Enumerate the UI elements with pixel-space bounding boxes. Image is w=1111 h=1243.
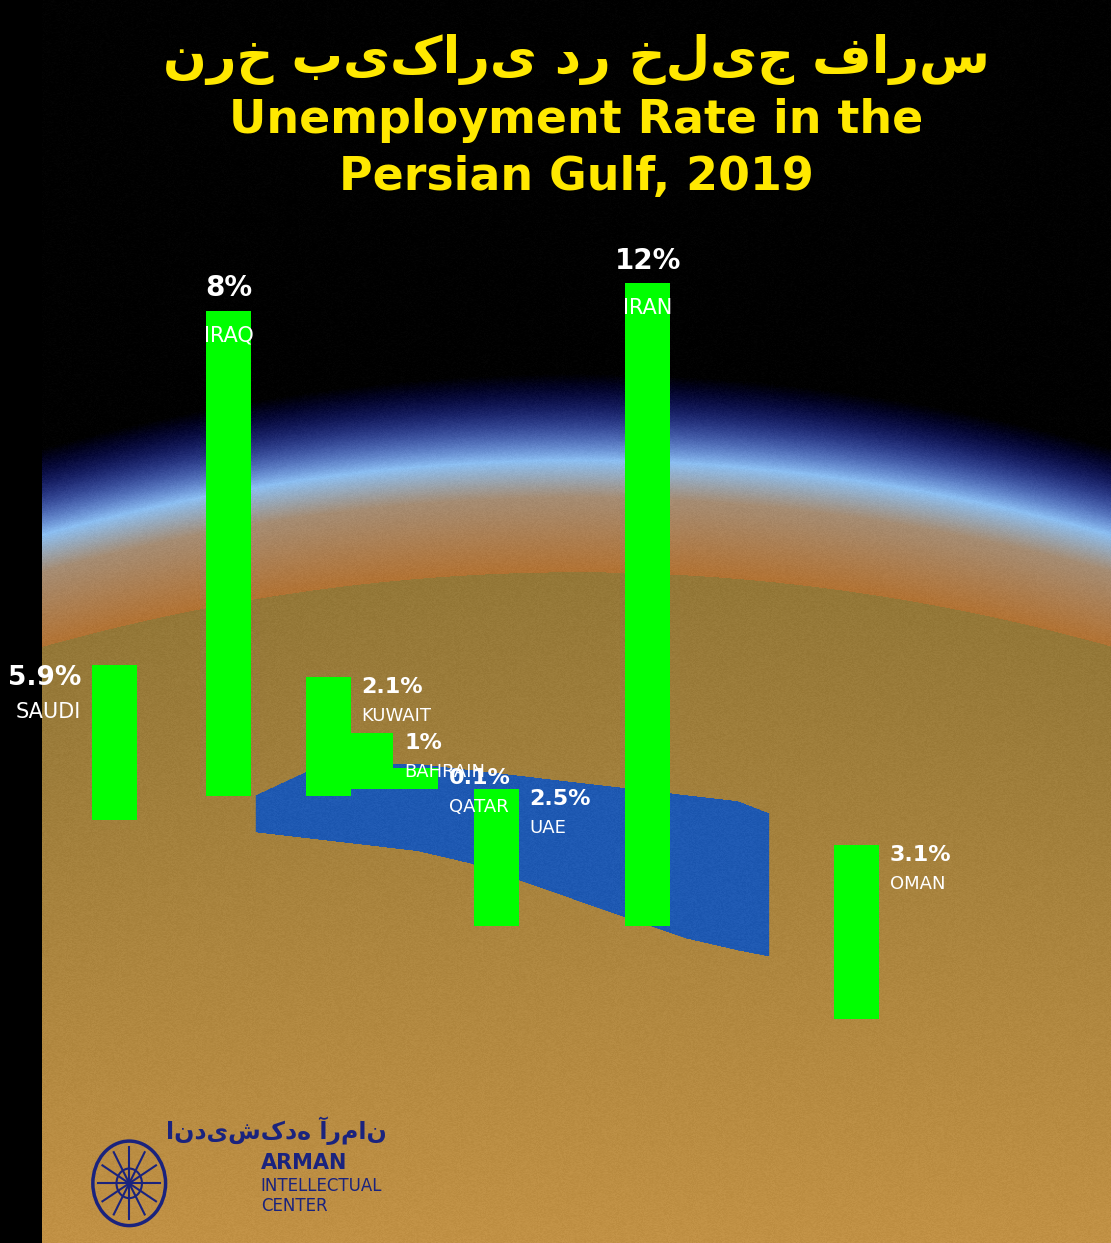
Bar <box>625 283 670 926</box>
Text: KUWAIT: KUWAIT <box>361 707 431 725</box>
Text: ARMAN: ARMAN <box>261 1154 347 1173</box>
Text: UAE: UAE <box>529 819 567 837</box>
Bar <box>834 845 879 1019</box>
Text: IRAN: IRAN <box>623 275 672 318</box>
Text: 5.9%: 5.9% <box>8 665 81 691</box>
Bar <box>92 665 137 820</box>
Text: Unemployment Rate in the
Persian Gulf, 2019: Unemployment Rate in the Persian Gulf, 2… <box>229 98 923 200</box>
Bar <box>473 789 519 926</box>
Bar <box>306 677 351 796</box>
Bar <box>349 733 393 789</box>
Text: اندیشکده آرمان: اندیشکده آرمان <box>167 1117 387 1145</box>
Text: OMAN: OMAN <box>890 875 945 892</box>
Text: 2.5%: 2.5% <box>529 789 591 809</box>
Bar <box>207 311 251 796</box>
Text: 2.1%: 2.1% <box>361 677 423 697</box>
Text: QATAR: QATAR <box>449 798 509 815</box>
Text: نرخ بیکاری در خلیج فارس: نرخ بیکاری در خلیج فارس <box>163 34 990 86</box>
Text: BAHRAIN: BAHRAIN <box>404 763 486 781</box>
Bar <box>393 768 439 789</box>
Text: 3.1%: 3.1% <box>890 845 951 865</box>
Text: IRAQ: IRAQ <box>203 302 253 346</box>
Text: SAUDI: SAUDI <box>16 702 81 722</box>
Text: 0.1%: 0.1% <box>449 768 511 788</box>
Text: 12%: 12% <box>614 246 681 275</box>
Text: CENTER: CENTER <box>261 1197 328 1214</box>
Text: INTELLECTUAL: INTELLECTUAL <box>261 1177 382 1195</box>
Text: 1%: 1% <box>404 733 442 753</box>
Text: 8%: 8% <box>206 273 252 302</box>
